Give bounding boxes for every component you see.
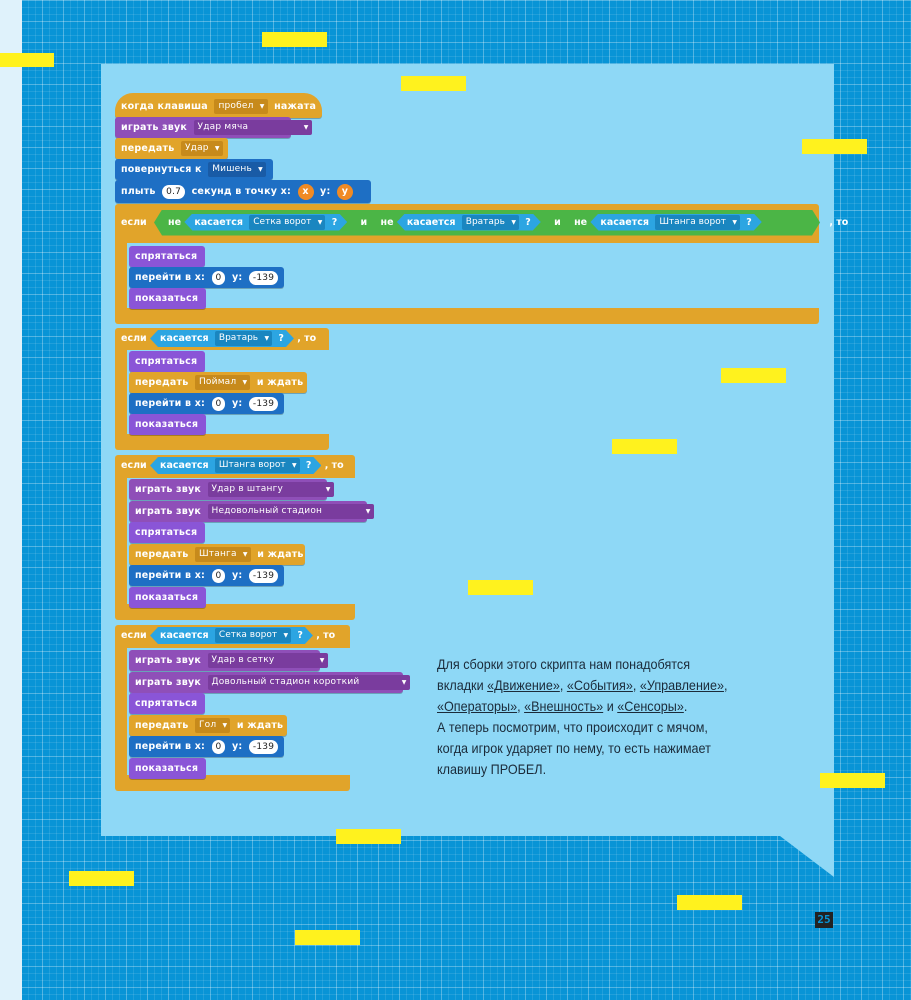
decor-bar (677, 895, 742, 910)
play-sound-block[interactable]: играть звук Недовольный стадион (129, 501, 374, 522)
show-block[interactable]: показаться (129, 288, 206, 309)
x-input[interactable]: 0 (211, 270, 226, 285)
target-dropdown[interactable]: Сетка ворот (249, 215, 325, 230)
hide-block[interactable]: спрятаться (129, 351, 205, 372)
if-1-header: если не касается Сетка ворот ? и не каса… (115, 204, 848, 242)
link-events: «События» (566, 677, 633, 693)
decor-bar (336, 829, 401, 844)
y-input[interactable]: -139 (248, 568, 279, 583)
if-3-header: если касается Штанга ворот ? , то (115, 455, 344, 477)
broadcast-wait-block[interactable]: передать Штанга и ждать (129, 544, 305, 565)
touching-net[interactable]: касается Сетка ворот ? (184, 214, 347, 231)
play-sound-block[interactable]: играть звук Удар мяча (115, 117, 312, 138)
target-dropdown[interactable]: Сетка ворот (215, 628, 291, 643)
target-dropdown[interactable]: Вратарь (462, 215, 519, 230)
x-input[interactable]: 0 (211, 739, 226, 754)
x-input[interactable]: 0 (211, 568, 226, 583)
page-number: 25 (815, 912, 833, 928)
hide-block[interactable]: спрятаться (129, 246, 205, 267)
show-block[interactable]: показаться (129, 414, 206, 435)
broadcast-wait-block[interactable]: передать Поймал и ждать (129, 372, 307, 393)
goto-block[interactable]: перейти в x: 0 y: -139 (129, 393, 284, 414)
key-dropdown[interactable]: пробел (214, 99, 268, 114)
play-sound-block[interactable]: играть звук Удар в сетку (129, 650, 328, 671)
link-motion: «Движение» (487, 677, 560, 693)
glide-block[interactable]: плыть 0.7 секунд в точку x: x y: y (115, 180, 371, 203)
link-sensing: «Сенсоры» (617, 698, 684, 714)
decor-bar (468, 580, 533, 595)
target-dropdown[interactable]: Штанга ворот (655, 215, 740, 230)
play-sound-block[interactable]: играть звук Довольный стадион короткий (129, 672, 410, 693)
play-sound-block[interactable]: играть звук Удар в штангу (129, 479, 334, 500)
sound-dropdown[interactable]: Недовольный стадион (207, 504, 374, 519)
goto-block[interactable]: перейти в x: 0 y: -139 (129, 267, 284, 288)
hide-block[interactable]: спрятаться (129, 522, 205, 543)
link-operators: «Операторы» (437, 698, 518, 714)
touching-goalkeeper[interactable]: касается Вратарь ? (150, 330, 294, 347)
if-4-header: если касается Сетка ворот ? , то (115, 625, 335, 647)
x-reporter[interactable]: x (297, 183, 314, 200)
hide-block[interactable]: спрятаться (129, 693, 205, 714)
message-dropdown[interactable]: Гол (194, 718, 231, 733)
target-dropdown[interactable]: Мишень (208, 162, 266, 177)
touching-goalkeeper[interactable]: касается Вратарь ? (397, 214, 541, 231)
decor-bar (69, 871, 134, 886)
broadcast-block[interactable]: передать Удар (115, 138, 228, 159)
target-dropdown[interactable]: Вратарь (215, 331, 272, 346)
if-2-header: если касается Вратарь ? , то (115, 328, 316, 350)
target-dropdown[interactable]: Штанга ворот (215, 458, 300, 473)
y-input[interactable]: -139 (248, 396, 279, 411)
hat-when-key-pressed[interactable]: когда клавиша пробел нажата (115, 93, 322, 118)
message-dropdown[interactable]: Удар (180, 141, 223, 156)
y-reporter[interactable]: y (336, 183, 353, 200)
link-control: «Управление» (639, 677, 724, 693)
sound-dropdown[interactable]: Удар мяча (193, 120, 312, 135)
x-input[interactable]: 0 (211, 396, 226, 411)
touching-post[interactable]: касается Штанга ворот ? (150, 457, 321, 474)
touching-net[interactable]: касается Сетка ворот ? (150, 627, 313, 644)
decor-bar (262, 32, 327, 47)
point-towards-block[interactable]: повернуться к Мишень (115, 159, 273, 180)
decor-bar (802, 139, 867, 154)
y-input[interactable]: -139 (248, 270, 279, 285)
decor-bar (820, 773, 885, 788)
sound-dropdown[interactable]: Удар в штангу (207, 482, 334, 497)
and-operator[interactable]: не касается Сетка ворот ? и не касается … (154, 210, 820, 236)
show-block[interactable]: показаться (129, 587, 206, 608)
left-margin-strip (0, 0, 22, 1000)
message-dropdown[interactable]: Штанга (194, 547, 251, 562)
decor-bar (612, 439, 677, 454)
touching-post[interactable]: касается Штанга ворот ? (590, 214, 761, 231)
goto-block[interactable]: перейти в x: 0 y: -139 (129, 565, 284, 586)
decor-bar (0, 53, 54, 67)
decor-bar (721, 368, 786, 383)
sound-dropdown[interactable]: Удар в сетку (207, 653, 328, 668)
description-text: Для сборки этого скрипта нам понадобятся… (437, 656, 728, 777)
broadcast-wait-block[interactable]: передать Гол и ждать (129, 715, 287, 736)
show-block[interactable]: показаться (129, 758, 206, 779)
secs-input[interactable]: 0.7 (162, 184, 186, 199)
decor-bar (295, 930, 360, 945)
y-input[interactable]: -139 (248, 739, 279, 754)
goto-block[interactable]: перейти в x: 0 y: -139 (129, 736, 284, 757)
decor-bar (401, 76, 466, 91)
link-looks: «Внешность» (524, 698, 604, 714)
sound-dropdown[interactable]: Довольный стадион короткий (207, 675, 410, 690)
message-dropdown[interactable]: Поймал (194, 375, 251, 390)
